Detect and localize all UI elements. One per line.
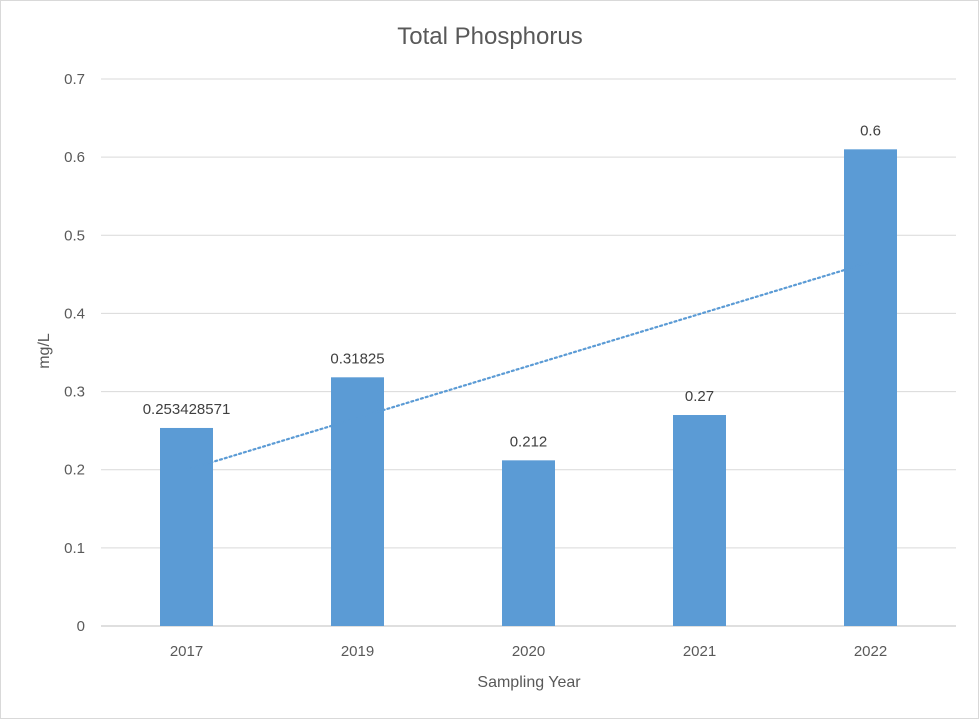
trendline [185,260,872,472]
trendline-layer [185,260,872,472]
y-tick-label: 0.4 [64,305,85,322]
bar [502,460,555,626]
y-tick-label: 0.3 [64,384,85,401]
bar [844,149,897,627]
x-tick-label: 2019 [341,643,374,660]
x-tick-label: 2022 [854,643,887,660]
data-label: 0.6 [860,122,881,139]
y-tick-label: 0.5 [64,227,85,244]
bars [160,149,897,627]
bar [160,427,213,626]
y-axis-title: mg/L [36,333,53,369]
bar [673,415,726,626]
data-label: 0.212 [510,433,548,450]
y-tick-label: 0.1 [64,540,85,557]
y-tick-label: 0.7 [64,71,85,88]
x-tick-label: 2021 [683,643,716,660]
data-label: 0.31825 [330,350,384,367]
x-axis-title: Sampling Year [477,674,581,691]
bar [331,377,384,626]
y-tick-label: 0 [77,618,85,635]
y-tick-label: 0.6 [64,149,85,166]
x-tick-label: 2017 [170,643,203,660]
x-tick-label: 2020 [512,643,545,660]
chart-title: Total Phosphorus [397,23,582,50]
y-tick-label: 0.2 [64,462,85,479]
data-label: 0.27 [685,388,714,405]
data-labels: 0.253428571 0.31825 0.212 0.27 0.6 [143,122,881,450]
x-axis-ticks: 2017 2019 2020 2021 2022 [170,643,887,660]
data-label: 0.253428571 [143,401,231,418]
y-axis-ticks: 0 0.1 0.2 0.3 0.4 0.5 0.6 0.7 [64,71,85,635]
